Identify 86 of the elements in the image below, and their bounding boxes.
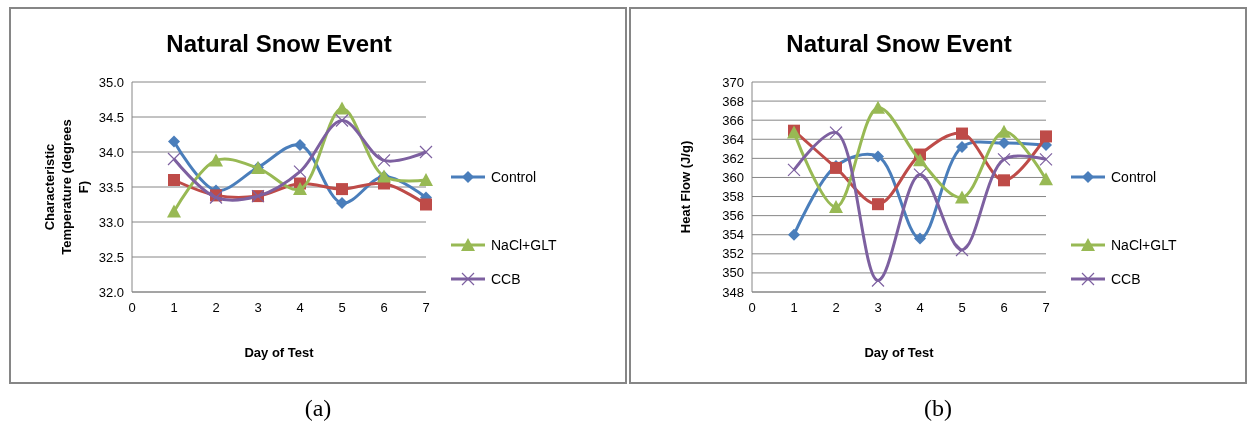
point: [955, 190, 969, 204]
y-axis-title: Heat Flow (J/g): [678, 140, 693, 234]
y-tick-label: 354: [722, 227, 744, 243]
x-axis-title: Day of Test: [864, 345, 935, 360]
x-tick-label: 4: [916, 300, 924, 315]
point: [955, 243, 969, 257]
point: [998, 137, 1010, 150]
point: [956, 127, 968, 140]
y-tick-label: 33.5: [98, 179, 124, 195]
point: [335, 101, 349, 115]
x-tick-label: 4: [296, 300, 304, 315]
y-tick-label: 35.0: [98, 74, 124, 90]
point: [956, 140, 968, 153]
x-tick-label: 5: [338, 300, 346, 315]
y-axis-title: Characteristic Temperature (degrees F): [42, 119, 91, 255]
x-tick-label: 0: [748, 300, 756, 315]
legend-label: NaCl+GLT: [1111, 236, 1177, 253]
point: [1040, 130, 1052, 143]
chart-title: Natural Snow Event: [786, 30, 1012, 57]
point: [914, 232, 926, 245]
x-tick-label: 3: [254, 300, 262, 315]
y-tick-label: 34.0: [98, 144, 124, 160]
point: [787, 163, 801, 177]
point: [294, 139, 306, 151]
point: [336, 197, 348, 210]
x-tick-label: 7: [422, 300, 430, 315]
point: [829, 125, 843, 140]
y-tick-label: 352: [722, 246, 744, 262]
y-tick-label: 370: [722, 74, 744, 90]
point: [336, 183, 348, 196]
y-tick-label: 34.5: [98, 109, 124, 125]
legend-label: NaCl+GLT: [491, 236, 557, 253]
point: [167, 152, 181, 166]
point: [420, 198, 432, 211]
point: [419, 145, 433, 159]
point: [872, 198, 884, 211]
x-tick-label: 7: [1042, 300, 1050, 315]
x-tick-label: 6: [1000, 300, 1008, 315]
point: [788, 228, 800, 241]
point: [871, 273, 885, 288]
point: [913, 167, 927, 182]
y-tick-label: 32.5: [98, 249, 124, 265]
y-tick-label: 358: [722, 189, 744, 205]
y-tick-label: 368: [722, 93, 744, 109]
point: [167, 204, 181, 218]
point: [209, 153, 223, 167]
legend-label: Control: [491, 168, 537, 185]
point: [829, 200, 843, 214]
point: [998, 174, 1010, 187]
point: [872, 150, 884, 163]
y-tick-label: 362: [722, 150, 744, 166]
point: [997, 152, 1011, 166]
y-tick-label: 356: [722, 208, 744, 224]
point: [1039, 152, 1053, 166]
legend-label: CCB: [1111, 270, 1141, 287]
x-tick-label: 6: [380, 300, 388, 315]
legend-label: CCB: [491, 270, 521, 287]
y-tick-label: 32.0: [98, 284, 124, 300]
y-tick-label: 350: [722, 265, 744, 281]
x-tick-label: 0: [128, 300, 136, 315]
legend-label: Control: [1111, 168, 1157, 185]
y-tick-label: 33.0: [98, 214, 124, 230]
point: [168, 135, 180, 148]
point: [168, 174, 180, 186]
point: [913, 153, 927, 167]
text: (b): [924, 395, 952, 421]
x-tick-label: 2: [212, 300, 220, 315]
point: [377, 153, 391, 167]
point: [871, 100, 885, 114]
text: (a): [304, 395, 332, 421]
point: [419, 173, 433, 186]
y-tick-label: 348: [722, 284, 744, 300]
x-tick-label: 1: [790, 300, 798, 315]
point: [293, 182, 307, 196]
point: [997, 124, 1011, 138]
point: [1039, 172, 1053, 186]
chart-title: Natural Snow Event: [166, 30, 392, 57]
x-axis-title: Day of Test: [244, 345, 315, 360]
x-tick-label: 1: [170, 300, 178, 315]
x-tick-label: 3: [874, 300, 882, 315]
y-tick-label: 360: [722, 170, 744, 185]
x-tick-label: 2: [832, 300, 840, 315]
x-tick-label: 5: [958, 300, 966, 315]
y-tick-label: 364: [722, 131, 744, 147]
point: [335, 113, 349, 128]
y-tick-label: 366: [722, 112, 744, 128]
